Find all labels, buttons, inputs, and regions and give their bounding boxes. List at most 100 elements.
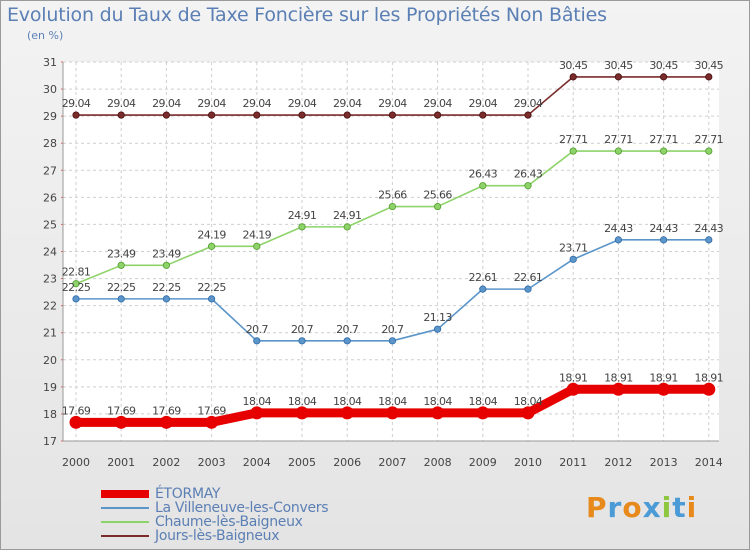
y-tick-label: 18 <box>43 408 57 421</box>
data-label: 18.04 <box>288 395 317 408</box>
x-tick-label: 2003 <box>198 456 226 469</box>
data-label: 18.04 <box>423 395 452 408</box>
data-point <box>385 406 399 420</box>
data-point <box>298 337 306 345</box>
data-point <box>659 236 668 244</box>
data-point <box>659 147 668 155</box>
data-label: 18.04 <box>514 395 543 408</box>
data-label: 24.43 <box>649 222 678 235</box>
data-point <box>659 73 668 81</box>
data-label: 18.91 <box>559 371 588 384</box>
data-point <box>295 406 309 420</box>
data-label: 20.7 <box>246 323 269 336</box>
legend-label-jours: Jours-lès-Baigneux <box>155 528 280 544</box>
proxiti-logo: Proxiti <box>586 491 697 524</box>
data-point <box>614 236 623 244</box>
data-label: 25.66 <box>423 189 452 202</box>
legend-swatch-chaume <box>101 521 149 523</box>
data-point <box>253 337 261 345</box>
data-label: 29.04 <box>152 97 181 110</box>
y-tick-label: 26 <box>43 191 57 204</box>
data-label: 18.91 <box>604 371 633 384</box>
data-point <box>614 73 623 81</box>
data-label: 29.04 <box>333 97 362 110</box>
data-point <box>117 261 125 269</box>
data-label: 18.91 <box>695 371 724 384</box>
x-tick-label: 2014 <box>695 456 723 469</box>
data-point <box>298 111 306 119</box>
data-label: 18.04 <box>469 395 498 408</box>
data-label: 17.69 <box>197 404 226 417</box>
data-point <box>343 223 351 231</box>
y-tick-label: 30 <box>43 83 57 96</box>
data-label: 29.04 <box>288 97 317 110</box>
data-point <box>208 295 216 303</box>
legend-swatch-etormay <box>101 490 149 498</box>
data-point <box>253 111 261 119</box>
data-label: 17.69 <box>62 404 91 417</box>
data-label: 22.25 <box>152 281 181 294</box>
y-tick-label: 24 <box>43 246 57 259</box>
y-tick-label: 25 <box>43 218 57 231</box>
data-point <box>569 255 577 263</box>
data-label: 18.04 <box>378 395 407 408</box>
data-point <box>72 111 80 119</box>
data-point <box>705 236 713 244</box>
data-label: 22.81 <box>62 266 91 279</box>
data-point <box>433 325 442 333</box>
data-point <box>569 147 577 155</box>
data-point <box>250 406 264 420</box>
data-label: 30.45 <box>695 59 724 72</box>
y-tick-label: 23 <box>43 273 57 286</box>
y-tick-label: 29 <box>43 110 57 123</box>
data-label: 22.25 <box>197 281 226 294</box>
data-label: 30.45 <box>649 59 678 72</box>
data-point <box>343 111 351 119</box>
data-label: 27.71 <box>695 133 724 146</box>
logo-letter: i <box>686 491 698 524</box>
data-label: 22.61 <box>514 271 543 284</box>
logo-letter: o <box>622 491 643 524</box>
data-label: 30.45 <box>559 59 588 72</box>
data-label: 22.25 <box>62 281 91 294</box>
data-label: 24.19 <box>197 228 226 241</box>
data-point <box>72 295 80 303</box>
data-label: 17.69 <box>107 404 136 417</box>
x-tick-label: 2009 <box>469 456 497 469</box>
data-point <box>479 111 487 119</box>
data-point <box>340 406 354 420</box>
data-point <box>205 415 219 429</box>
data-label: 20.7 <box>381 323 404 336</box>
data-point <box>479 182 487 190</box>
data-point <box>524 285 532 293</box>
x-tick-label: 2013 <box>650 456 678 469</box>
data-point <box>433 202 442 211</box>
x-tick-label: 2010 <box>514 456 542 469</box>
data-point <box>657 382 671 396</box>
data-label: 27.71 <box>649 133 678 146</box>
data-point <box>388 202 396 211</box>
data-label: 18.04 <box>333 395 362 408</box>
data-point <box>524 182 532 190</box>
data-label: 21.13 <box>423 311 452 324</box>
data-label: 29.04 <box>62 97 91 110</box>
logo-letter: r <box>607 491 623 524</box>
data-point <box>69 415 83 429</box>
data-label: 29.04 <box>243 97 272 110</box>
logo-letter: i <box>661 491 673 524</box>
legend-swatch-la-villeneuve <box>101 507 149 509</box>
data-label: 18.04 <box>243 395 272 408</box>
y-tick-label: 21 <box>43 327 57 340</box>
data-point <box>702 382 716 396</box>
data-point <box>117 111 125 119</box>
data-label: 24.91 <box>288 209 317 222</box>
data-point <box>117 295 125 303</box>
data-label: 26.43 <box>514 168 543 181</box>
data-label: 29.04 <box>469 97 498 110</box>
data-label: 17.69 <box>152 404 181 417</box>
y-tick-label: 31 <box>43 56 57 69</box>
data-point <box>388 337 396 345</box>
data-point <box>433 111 442 119</box>
data-point <box>479 285 487 293</box>
